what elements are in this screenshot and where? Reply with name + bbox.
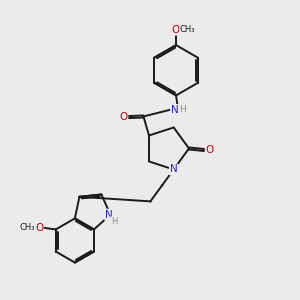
Text: N: N [170, 164, 178, 175]
Text: H: H [111, 217, 117, 226]
Text: O: O [119, 112, 128, 122]
Text: O: O [206, 145, 214, 155]
Text: CH₃: CH₃ [19, 224, 34, 232]
Text: N: N [105, 210, 113, 220]
Text: N: N [171, 105, 179, 115]
Text: H: H [179, 105, 186, 114]
Text: O: O [171, 25, 180, 35]
Text: CH₃: CH₃ [180, 25, 196, 34]
Text: O: O [35, 223, 43, 233]
